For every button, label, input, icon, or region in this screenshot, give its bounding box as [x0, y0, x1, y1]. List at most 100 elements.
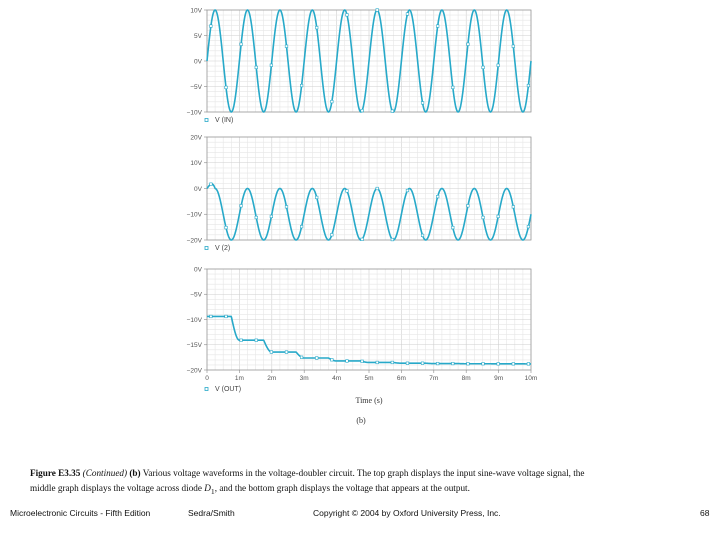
y-tick-label: 0V [194, 58, 203, 65]
slide-footer: Microelectronic Circuits - Fifth Edition… [0, 506, 720, 522]
data-marker [269, 214, 273, 219]
data-marker [209, 182, 213, 186]
data-marker [300, 225, 304, 229]
data-marker [254, 338, 258, 342]
y-tick-label: 0V [194, 186, 203, 193]
data-marker [481, 362, 485, 366]
data-marker [284, 44, 289, 48]
footer-page-number: 68 [700, 508, 710, 518]
data-marker [511, 205, 515, 209]
data-marker [345, 189, 349, 193]
data-marker [345, 13, 349, 17]
figure-caption: Figure E3.35 (Continued) (b) Various vol… [30, 466, 590, 499]
x-tick-label: 8m [462, 375, 471, 382]
data-marker [390, 109, 394, 113]
footer-book-title: Microelectronic Circuits - Fifth Edition [10, 508, 151, 518]
x-tick-label: 6m [397, 375, 406, 382]
data-marker [269, 350, 273, 354]
x-tick-label: 10m [525, 375, 538, 382]
legend-label: V (IN) [215, 117, 233, 124]
data-marker [420, 233, 425, 237]
data-marker [390, 237, 394, 242]
x-tick-label: 3m [300, 375, 309, 382]
data-marker [239, 338, 243, 342]
data-marker [209, 24, 213, 28]
y-tick-label: 10V [190, 160, 202, 167]
data-marker [375, 8, 379, 12]
data-marker [451, 225, 455, 230]
caption-part-label: (b) [129, 468, 141, 478]
footer-copyright: Copyright © 2004 by Oxford University Pr… [313, 508, 501, 518]
figure-number: Figure E3.35 [30, 468, 81, 478]
y-tick-label: −15V [187, 342, 203, 349]
x-tick-label: 4m [332, 375, 341, 382]
caption-continued: (Continued) [82, 468, 128, 478]
data-marker [420, 101, 425, 105]
data-marker [315, 26, 319, 30]
data-marker [466, 204, 470, 208]
data-marker [300, 83, 304, 88]
data-marker [496, 362, 500, 366]
data-marker [436, 195, 440, 199]
data-marker [375, 360, 379, 365]
legend-label: V (OUT) [215, 386, 241, 393]
y-tick-label: 20V [190, 134, 202, 141]
waveform-v-in- [206, 9, 532, 113]
data-marker [405, 12, 410, 16]
y-tick-label: −20V [187, 367, 203, 374]
data-marker [330, 233, 334, 237]
data-marker [254, 65, 258, 69]
top-panel-input-voltage: 10V 5V 0V −5V −10V V (IN) [187, 7, 532, 124]
x-tick-label: 2m [267, 375, 276, 382]
data-marker [315, 356, 319, 360]
waveform-v-out- [207, 315, 531, 365]
waveform-v-2- [206, 183, 532, 241]
y-tick-label: −5V [190, 84, 202, 91]
y-tick-label: −10V [187, 212, 203, 219]
data-marker [405, 361, 410, 365]
x-tick-label: 0 [205, 375, 209, 382]
data-marker [239, 204, 243, 208]
x-tick-label: 5m [364, 375, 373, 382]
data-marker [360, 109, 364, 113]
y-tick-label: −10V [187, 317, 203, 324]
footer-authors: Sedra/Smith [188, 508, 235, 518]
caption-text-1: Various voltage waveforms in the voltage… [30, 468, 585, 493]
data-marker [224, 314, 228, 319]
x-tick-label: 7m [429, 375, 438, 382]
legend-marker [204, 246, 209, 250]
figure-panels: 10V 5V 0V −5V −10V V (IN) 20V 10V 0V −10V −20V V (… [187, 7, 538, 425]
y-tick-label: −10V [187, 109, 203, 116]
data-marker [511, 44, 515, 48]
data-marker [405, 188, 410, 193]
data-marker [254, 215, 258, 220]
data-marker [451, 361, 455, 366]
y-tick-label: −20V [187, 237, 203, 244]
data-marker [360, 359, 364, 363]
data-marker [451, 85, 455, 90]
data-marker [390, 360, 394, 365]
caption-text-2: , and the bottom graph displays the volt… [214, 483, 470, 493]
x-tick-label: 1m [235, 375, 244, 382]
data-marker [224, 225, 228, 230]
x-axis-title: Time (s) [355, 396, 382, 405]
x-tick-label: 9m [494, 375, 503, 382]
middle-panel-diode-voltage: 20V 10V 0V −10V −20V V (2) [187, 134, 532, 252]
data-marker [481, 65, 485, 69]
y-tick-label: 10V [190, 7, 202, 14]
data-marker [436, 24, 440, 28]
data-marker [526, 225, 531, 229]
y-tick-label: 5V [194, 33, 203, 40]
data-marker [511, 362, 515, 366]
data-marker [466, 42, 470, 46]
data-marker [284, 205, 289, 209]
data-marker [526, 83, 531, 88]
data-marker [300, 355, 304, 359]
data-marker [284, 350, 289, 354]
data-marker [330, 358, 334, 362]
data-marker [436, 361, 440, 366]
data-marker [481, 215, 485, 220]
data-marker [269, 63, 273, 67]
data-marker [496, 63, 500, 67]
caption-diode-symbol: D [204, 483, 211, 493]
